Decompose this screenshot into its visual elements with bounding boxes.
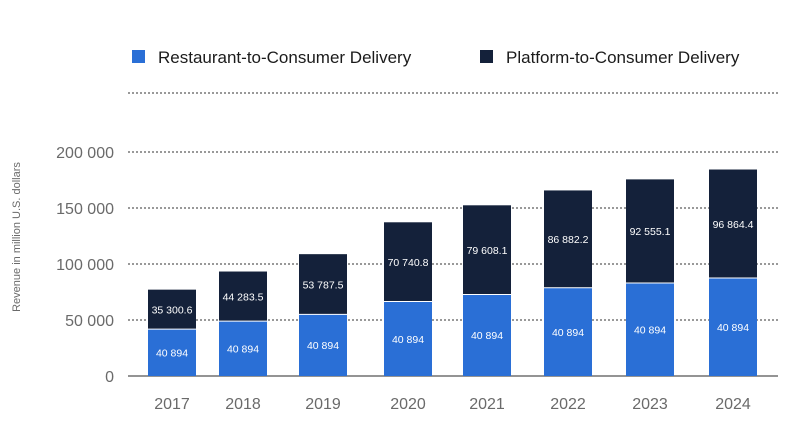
bar-data-label: 35 300.6 xyxy=(152,304,193,316)
bar-restaurant xyxy=(626,283,674,376)
x-tick-label: 2018 xyxy=(225,396,261,413)
bar-data-label: 79 608.1 xyxy=(467,245,508,257)
bar-restaurant xyxy=(463,294,511,376)
x-tick-label: 2021 xyxy=(469,396,505,413)
bar-platform xyxy=(626,179,674,284)
bar-platform xyxy=(384,222,432,302)
bar-data-label: 53 787.5 xyxy=(303,279,344,291)
x-tick-label: 2017 xyxy=(154,396,190,413)
y-tick-label: 50 000 xyxy=(65,313,114,330)
bar-data-label: 40 894 xyxy=(634,325,666,337)
bar-data-label: 40 894 xyxy=(552,327,584,339)
bar-platform xyxy=(709,169,757,278)
bar-platform xyxy=(544,190,592,288)
x-tick-label: 2022 xyxy=(550,396,586,413)
y-tick-label: 0 xyxy=(105,369,114,386)
bar-restaurant xyxy=(709,278,757,376)
legend-label: Restaurant-to-Consumer Delivery xyxy=(158,48,412,67)
bar-data-label: 86 882.2 xyxy=(548,234,589,246)
bar-platform xyxy=(299,254,347,315)
bar-data-label: 40 894 xyxy=(156,348,188,360)
x-tick-label: 2020 xyxy=(390,396,426,413)
bar-restaurant xyxy=(219,321,267,376)
bar-platform xyxy=(463,205,511,295)
x-tick-label: 2023 xyxy=(632,396,668,413)
bar-restaurant xyxy=(384,301,432,376)
legend-swatch xyxy=(132,50,145,63)
bar-restaurant xyxy=(544,287,592,376)
bar-data-label: 40 894 xyxy=(227,344,259,356)
legend-swatch xyxy=(480,50,493,63)
y-tick-label: 150 000 xyxy=(56,201,114,218)
bar-restaurant xyxy=(148,329,196,376)
bar-restaurant xyxy=(299,314,347,376)
y-tick-label: 100 000 xyxy=(56,257,114,274)
bar-data-label: 96 864.4 xyxy=(713,219,754,231)
bar-platform xyxy=(219,271,267,322)
bar-platform xyxy=(148,289,196,330)
x-tick-label: 2024 xyxy=(715,396,751,413)
bar-data-label: 70 740.8 xyxy=(388,257,429,269)
bar-data-label: 40 894 xyxy=(307,340,339,352)
bar-data-label: 44 283.5 xyxy=(223,291,264,303)
bar-data-label: 40 894 xyxy=(717,322,749,334)
bar-data-label: 40 894 xyxy=(392,334,424,346)
y-axis-label: Revenue in million U.S. dollars xyxy=(11,162,23,312)
legend-label: Platform-to-Consumer Delivery xyxy=(506,48,740,67)
y-tick-label: 200 000 xyxy=(56,145,114,162)
bar-data-label: 40 894 xyxy=(471,330,503,342)
bar-data-label: 92 555.1 xyxy=(630,226,671,238)
x-tick-label: 2019 xyxy=(305,396,341,413)
